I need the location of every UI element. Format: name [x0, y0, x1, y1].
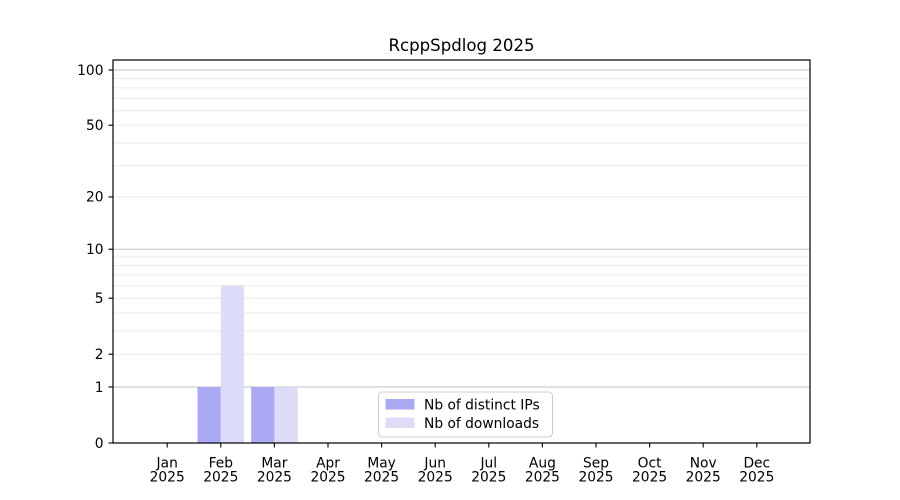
x-tick-label-year-may: 2025	[364, 470, 399, 486]
x-tick-label-year-mar: 2025	[257, 470, 292, 486]
legend-label-downloads: Nb of downloads	[424, 416, 539, 432]
y-tick-label-50: 50	[86, 118, 104, 134]
x-tick-label-month-jul: Jul	[479, 456, 497, 472]
y-tick-label-10: 10	[86, 242, 104, 258]
x-tick-label-year-aug: 2025	[525, 470, 560, 486]
x-tick-label-month-mar: Mar	[261, 456, 287, 472]
bars-layer	[197, 285, 298, 443]
legend-box	[378, 391, 553, 438]
y-tick-label-100: 100	[77, 63, 103, 79]
y-tick-labels-layer: 0 1 2 5 10 20 50 100	[77, 63, 103, 452]
x-tick-label-month-aug: Aug	[529, 456, 556, 472]
x-tick-label-year-oct: 2025	[632, 470, 667, 486]
x-tick-label-year-dec: 2025	[739, 470, 774, 486]
x-tick-label-year-sep: 2025	[578, 470, 613, 486]
x-tick-label-year-jul: 2025	[471, 470, 506, 486]
tick-marks-layer	[108, 69, 758, 448]
x-tick-label-month-may: May	[367, 456, 396, 472]
y-tick-label-2: 2	[95, 347, 104, 363]
bar-feb-downloads	[220, 285, 245, 443]
legend-label-distinct-ips: Nb of distinct IPs	[424, 398, 540, 414]
x-tick-label-month-jan: Jan	[156, 456, 178, 472]
y-tick-label-5: 5	[95, 291, 104, 307]
chart-title: RcppSpdlog 2025	[388, 36, 534, 55]
plot-frame	[112, 59, 811, 444]
x-tick-label-month-dec: Dec	[743, 456, 770, 472]
minor-gridlines-layer	[113, 77, 810, 355]
bar-mar-distinct-ips	[251, 386, 275, 443]
legend-swatch-downloads	[385, 417, 415, 428]
x-tick-label-month-nov: Nov	[690, 456, 717, 472]
bar-feb-distinct-ips	[197, 386, 221, 443]
major-gridlines-layer	[113, 69, 810, 388]
x-tick-label-year-nov: 2025	[686, 470, 721, 486]
legend-swatch-distinct-ips	[385, 399, 415, 410]
x-tick-label-year-feb: 2025	[203, 470, 238, 486]
x-tick-label-month-sep: Sep	[583, 456, 609, 472]
y-tick-label-1: 1	[95, 380, 104, 396]
x-tick-label-year-jun: 2025	[418, 470, 453, 486]
x-tick-label-year-apr: 2025	[310, 470, 345, 486]
y-tick-label-20: 20	[86, 190, 104, 206]
legend: Nb of distinct IPs Nb of downloads	[378, 391, 553, 438]
x-tick-label-month-jun: Jun	[423, 456, 446, 472]
x-tick-label-year-jan: 2025	[150, 470, 185, 486]
x-tick-label-month-oct: Oct	[638, 456, 662, 472]
x-tick-label-month-feb: Feb	[209, 456, 233, 472]
y-tick-label-0: 0	[95, 436, 104, 452]
x-tick-labels-layer: Jan2025Feb2025Mar2025Apr2025May2025Jun20…	[150, 456, 775, 486]
x-tick-label-month-apr: Apr	[316, 456, 340, 472]
bar-mar-downloads	[274, 386, 298, 443]
